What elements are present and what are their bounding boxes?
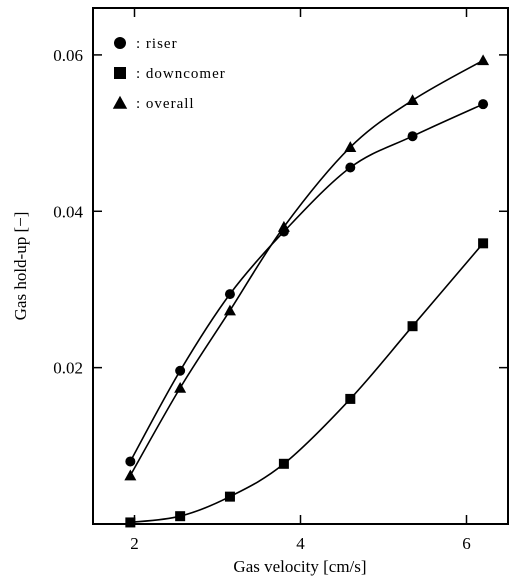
riser-point — [125, 456, 136, 467]
riser-point — [407, 131, 418, 142]
overall-point — [124, 469, 137, 481]
downcomer-point — [407, 321, 418, 332]
downcomer-point — [345, 393, 356, 404]
legend-downcomer-label: : downcomer — [136, 66, 226, 82]
downcomer-point — [125, 517, 136, 528]
y-axis-title: Gas hold-up [−] — [11, 212, 30, 321]
legend-downcomer-marker — [114, 67, 126, 79]
legend: : riser : downcomer : overall — [112, 36, 226, 112]
overall-point — [277, 220, 290, 232]
downcomer-point — [278, 458, 289, 469]
riser-point — [224, 289, 235, 300]
legend-overall-marker — [112, 95, 128, 109]
overall-point — [223, 304, 236, 316]
series-markers — [124, 54, 490, 528]
x-tick-label: 4 — [296, 534, 305, 553]
overall-point — [344, 141, 357, 152]
y-tick-label: 0.04 — [53, 202, 83, 221]
overall-point — [174, 381, 187, 393]
x-tick-label: 6 — [462, 534, 471, 553]
y-tick-label: 0.06 — [53, 46, 83, 65]
ticks: 2 4 6 0.02 0.04 0.06 — [53, 8, 508, 553]
series-curves — [129, 59, 484, 524]
legend-riser-label: : riser — [136, 36, 178, 52]
downcomer-point — [175, 511, 186, 522]
legend-overall-label: : overall — [136, 96, 195, 112]
y-tick-label: 0.02 — [53, 359, 83, 378]
downcomer-point — [478, 238, 489, 249]
riser-point — [345, 162, 356, 173]
legend-riser-marker — [114, 37, 126, 49]
x-axis-title: Gas velocity [cm/s] — [233, 557, 366, 576]
x-tick-label: 2 — [130, 534, 139, 553]
overall-line — [129, 59, 484, 476]
riser-point — [175, 365, 186, 376]
downcomer-point — [224, 491, 235, 502]
riser-line — [129, 103, 484, 462]
overall-point — [406, 94, 419, 106]
plot-frame — [92, 7, 509, 525]
riser-point — [478, 99, 489, 110]
overall-point — [477, 54, 490, 66]
